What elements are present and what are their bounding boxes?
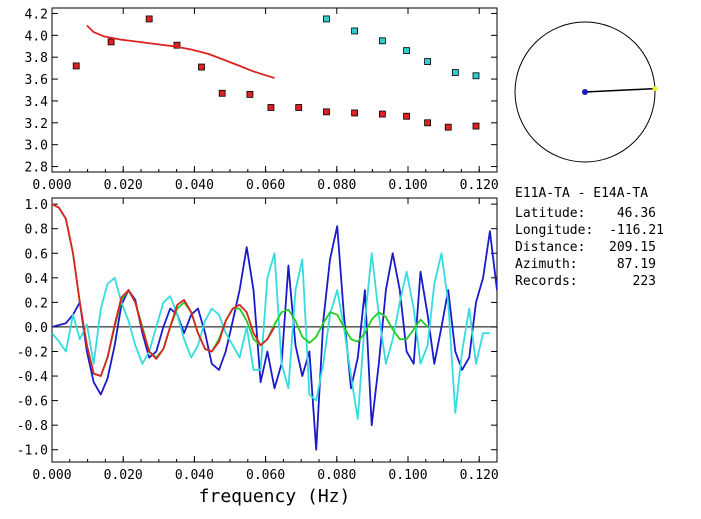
correlation-x-tick-label: 0.020 (104, 468, 143, 483)
correlation-series-line (52, 203, 276, 377)
correlation-plot-frame (51, 197, 498, 463)
velocity-point (403, 47, 410, 55)
velocity-point (472, 72, 480, 80)
velocity-x-tick-label: 0.000 (32, 178, 71, 193)
velocity-series-group (72, 15, 480, 131)
station-end-marker (652, 86, 658, 92)
velocity-point (198, 63, 205, 71)
station-pair: E11A-TA - E14A-TA (515, 186, 648, 201)
velocity-x-tick-label: 0.040 (175, 178, 214, 193)
velocity-series-line (86, 24, 275, 79)
correlation-x-tick-label: 0.000 (32, 468, 71, 483)
correlation-series-line (52, 252, 490, 420)
velocity-point (472, 122, 480, 130)
correlation-x-tick-label: 0.120 (460, 468, 499, 483)
velocity-point (424, 58, 431, 65)
velocity-point (246, 90, 254, 98)
correlation-x-tick-label: 0.080 (317, 468, 356, 483)
correlation-y-tick-label: 0.6 (25, 247, 48, 262)
velocity-y-tick-label: 2.8 (25, 161, 48, 176)
velocity-x-tick-label: 0.060 (246, 178, 285, 193)
velocity-point (378, 37, 386, 45)
correlation-x-tick-label: 0.040 (175, 468, 214, 483)
correlation-x-axis-label: frequency (Hz) (199, 486, 351, 507)
records-value: 223 (633, 274, 656, 289)
velocity-y-tick-label: 3.0 (25, 139, 48, 154)
correlation-y-tick-label: -0.6 (17, 395, 48, 410)
longitude-label: Longitude: (515, 223, 593, 238)
velocity-point (107, 38, 115, 46)
distance-value: 209.15 (609, 240, 656, 255)
azimuth-value: 87.19 (617, 257, 656, 272)
azimuth-diagram (514, 21, 658, 163)
velocity-y-tick-label: 4.0 (25, 29, 48, 44)
velocity-point (351, 27, 359, 35)
velocity-point (72, 62, 80, 70)
correlation-y-tick-label: -1.0 (17, 444, 48, 459)
velocity-point (351, 109, 359, 117)
velocity-point (378, 110, 386, 118)
velocity-point (173, 41, 181, 49)
correlation-y-tick-label: 0.8 (25, 223, 48, 238)
correlation-panel: 0.000 0.020 0.040 0.060 0.080 0.100 0.120 -1.0 -… (17, 197, 499, 507)
velocity-point (451, 69, 459, 76)
correlation-y-tick-label: 0.0 (25, 321, 48, 336)
azimuth-line (584, 87, 655, 93)
latitude-value: 46.36 (617, 206, 656, 221)
velocity-point (403, 112, 410, 120)
correlation-x-tick-label: 0.060 (246, 468, 285, 483)
correlation-y-tick-label: 1.0 (25, 198, 48, 213)
station-center-marker (582, 89, 588, 95)
velocity-point (295, 104, 303, 111)
velocity-point (145, 15, 153, 23)
velocity-point (424, 119, 431, 127)
velocity-x-tick-label: 0.100 (388, 178, 427, 193)
velocity-point (267, 104, 275, 111)
velocity-point (218, 89, 226, 97)
station-info: E11A-TA - E14A-TA Latitude: 46.36 Longit… (515, 186, 664, 289)
correlation-y-tick-label: -0.8 (17, 419, 48, 434)
velocity-panel: 0.000 0.020 0.040 0.060 0.080 0.100 0.120 2.8 3.… (25, 7, 499, 193)
latitude-label: Latitude: (515, 206, 585, 221)
velocity-y-tick-label: 4.2 (25, 7, 48, 22)
velocity-y-tick-label: 3.4 (25, 95, 49, 110)
azimuth-label: Azimuth: (515, 257, 578, 272)
records-label: Records: (515, 274, 578, 289)
correlation-y-tick-label: -0.2 (17, 345, 48, 360)
velocity-y-tick-label: 3.8 (25, 51, 48, 66)
correlation-y-tick-label: 0.2 (25, 296, 48, 311)
longitude-value: -116.21 (609, 223, 664, 238)
velocity-y-tick-label: 3.2 (25, 117, 48, 132)
velocity-x-tick-label: 0.080 (317, 178, 356, 193)
velocity-point (323, 108, 330, 116)
velocity-point (323, 15, 330, 23)
correlation-y-tick-label: -0.4 (17, 370, 48, 385)
distance-label: Distance: (515, 240, 585, 255)
velocity-plot-frame (51, 7, 498, 173)
correlation-y-tick-label: 0.4 (25, 272, 49, 287)
correlation-series-group (52, 203, 497, 451)
velocity-x-tick-label: 0.120 (460, 178, 499, 193)
velocity-point (444, 123, 452, 131)
velocity-x-tick-label: 0.020 (104, 178, 143, 193)
azimuth-circle (514, 21, 656, 163)
correlation-x-tick-label: 0.100 (388, 468, 427, 483)
velocity-y-tick-label: 3.6 (25, 73, 48, 88)
